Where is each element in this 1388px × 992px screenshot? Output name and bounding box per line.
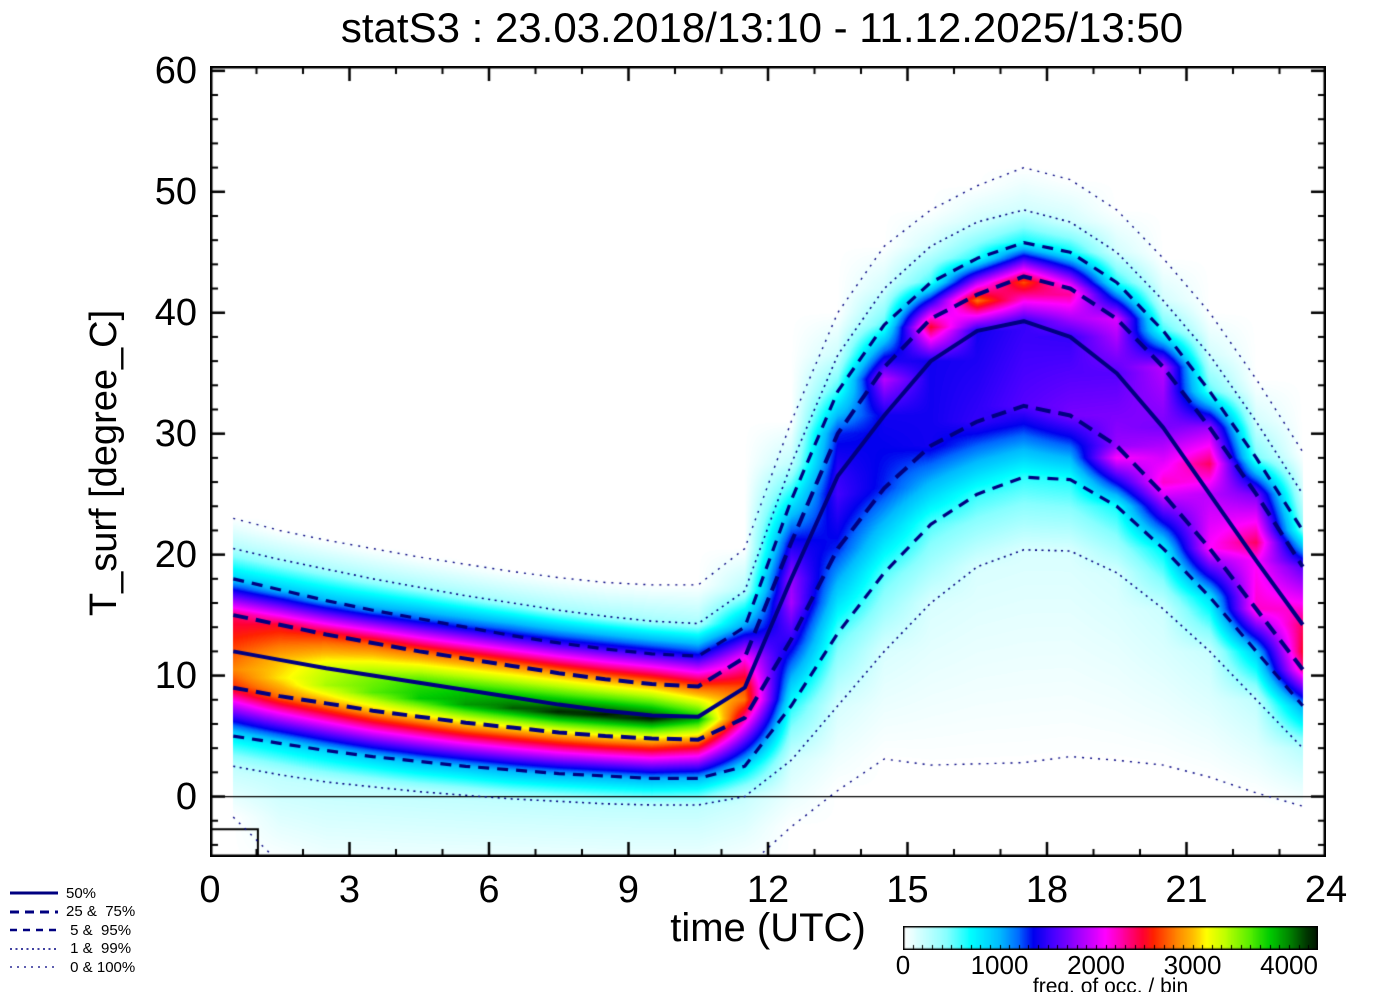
colorbar-tick-label: 3000 (1163, 950, 1222, 980)
y-axis-label: T_surf [degree_C] (83, 309, 125, 617)
legend-item-1-99: 1 & 99% (8, 940, 135, 959)
x-tick-label: 9 (617, 869, 640, 911)
y-tick-label: 10 (154, 654, 197, 697)
colorbar-caption: freq. of occ. / bin (1032, 975, 1189, 992)
legend-item-50: 50% (8, 884, 135, 903)
legend-line-sample (10, 891, 58, 895)
x-tick-label: 3 (338, 869, 361, 911)
y-tick-label: 40 (154, 291, 197, 334)
legend-line-sample (10, 948, 58, 950)
x-tick-label: 6 (478, 869, 500, 911)
heatmap-plot-area (210, 66, 1326, 857)
legend-item-5-95: 5 & 95% (8, 921, 135, 940)
colorbar-tick-label: 0 (895, 950, 911, 980)
y-tick-label: 50 (154, 170, 197, 213)
percentile-legend: 50% 25 & 75% 5 & 95% 1 & 99% 0 & 100% (8, 884, 135, 977)
legend-line-sample (10, 966, 58, 968)
legend-label: 50% (66, 884, 97, 902)
y-tick-label: 60 (154, 49, 197, 92)
colorbar-tick-label: 4000 (1260, 950, 1318, 980)
x-tick-label: 15 (886, 869, 929, 911)
x-tick-label: 12 (746, 869, 790, 911)
legend-item-0-100: 0 & 100% (8, 958, 135, 977)
x-tick-label: 24 (1304, 869, 1348, 911)
legend-line-sample (10, 928, 58, 932)
x-axis-label: time (UTC) (670, 906, 866, 950)
chart-title: statS3 : 23.03.2018/13:10 - 11.12.2025/1… (340, 4, 1184, 51)
colorbar-tick-label: 2000 (1067, 950, 1125, 980)
colorbar (903, 926, 1318, 950)
legend-label: 5 & 95% (66, 921, 132, 939)
x-tick-label: 18 (1025, 869, 1069, 911)
legend-label: 1 & 99% (66, 940, 132, 958)
y-tick-label: 30 (154, 412, 197, 455)
colorbar-tick-label: 1000 (970, 950, 1029, 980)
x-tick-label: 0 (199, 869, 221, 911)
y-tick-label: 20 (154, 533, 197, 576)
x-tick-label: 21 (1165, 869, 1208, 911)
y-tick-label: 0 (175, 775, 197, 818)
legend-label: 25 & 75% (66, 903, 136, 921)
legend-line-sample (10, 910, 58, 914)
legend-item-25-75: 25 & 75% (8, 903, 135, 922)
legend-label: 0 & 100% (66, 958, 136, 976)
